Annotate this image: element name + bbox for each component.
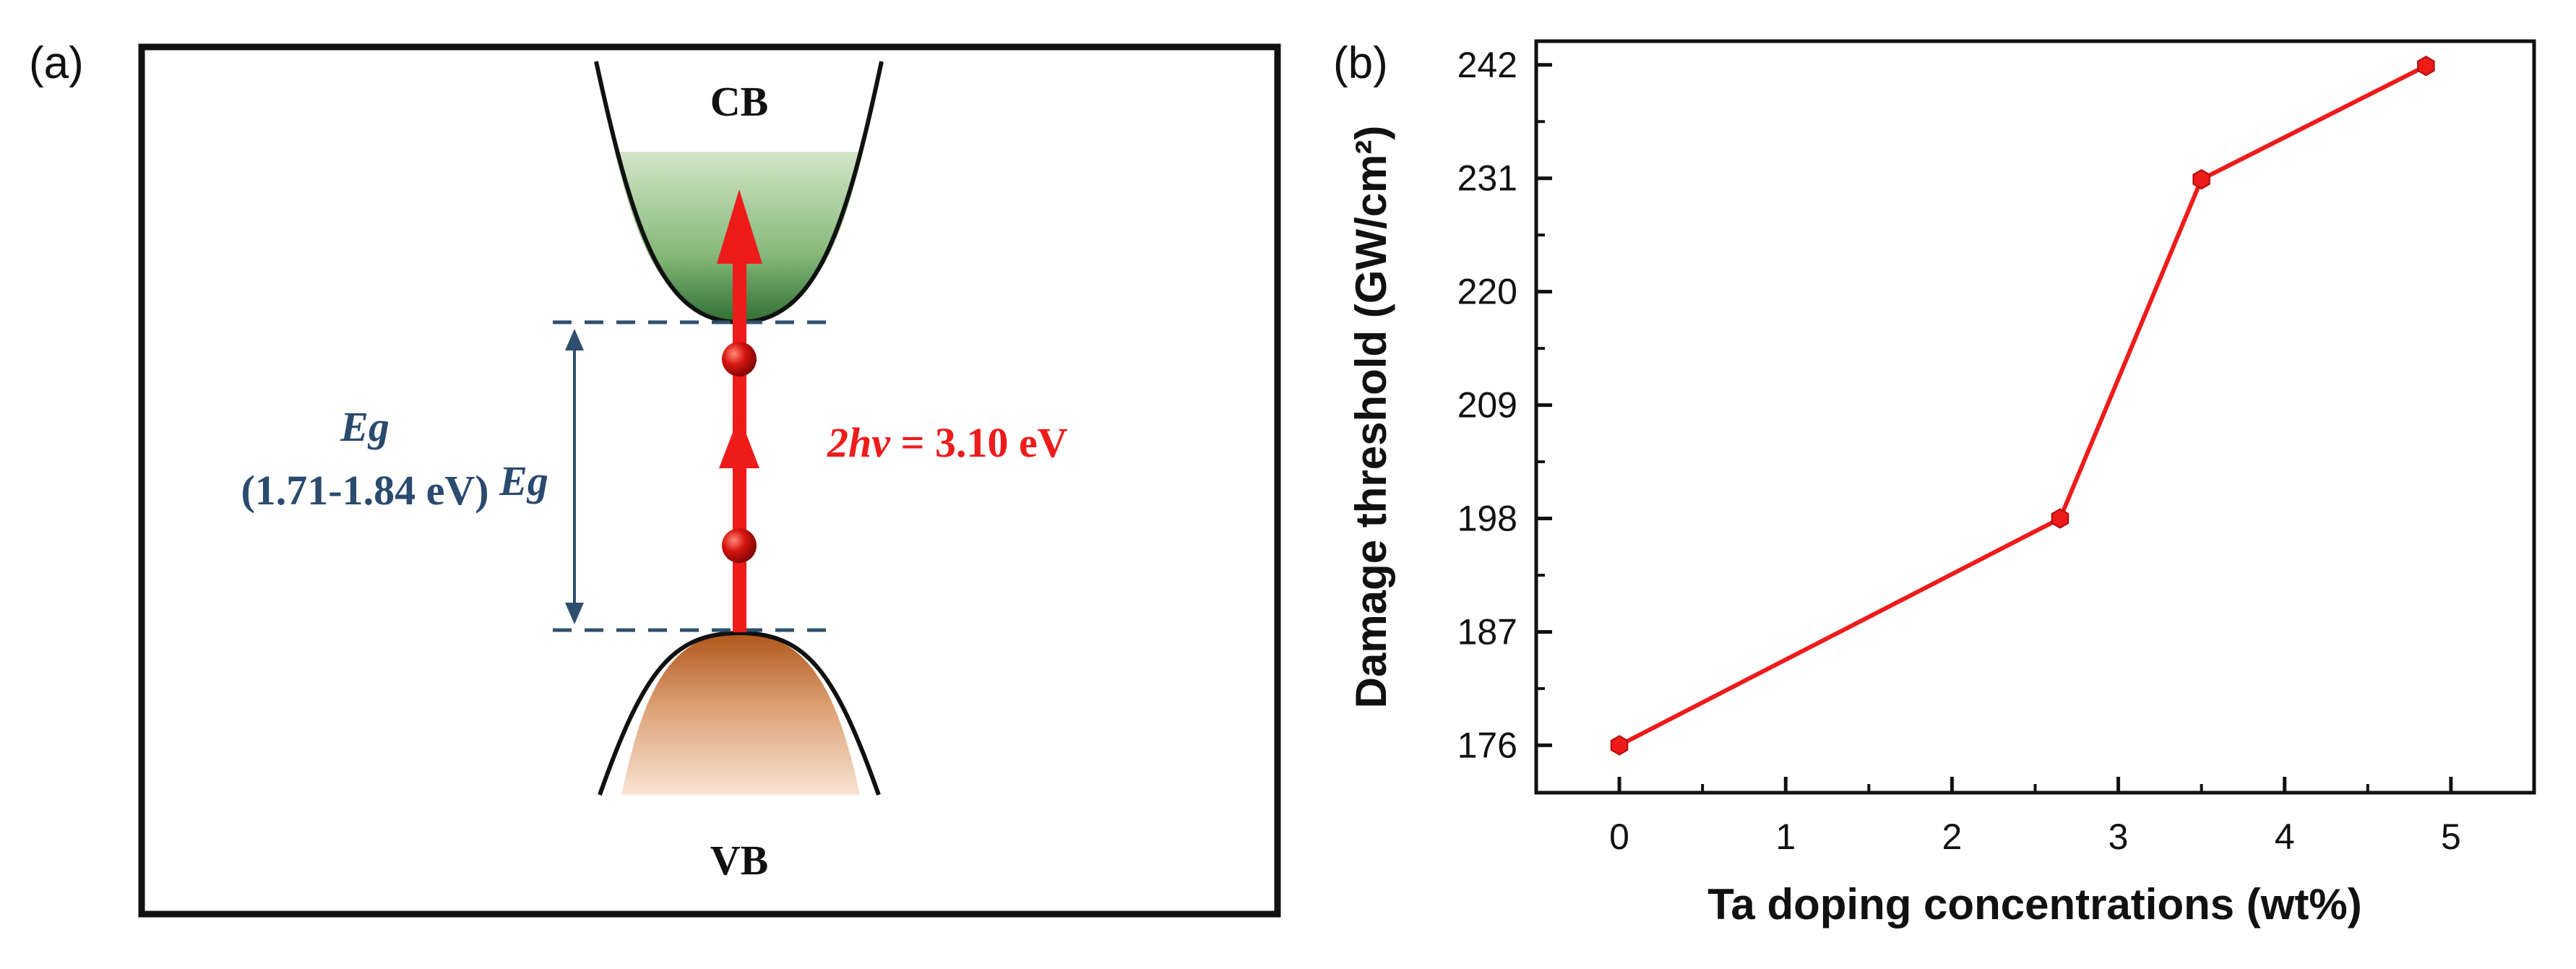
series-layer (1610, 56, 2435, 756)
vb-fill (621, 633, 860, 795)
y-tick-label: 209 (1457, 385, 1517, 426)
x-tick-label: 0 (1609, 817, 1629, 857)
x-tick-label: 5 (2441, 817, 2461, 857)
electron-icon (722, 528, 757, 563)
y-tick-label: 231 (1457, 158, 1517, 199)
x-tick-label: 4 (2275, 817, 2295, 857)
panel-a-label: (a) (29, 38, 84, 88)
data-point (2051, 508, 2069, 529)
photon-energy-label: 2hv = 3.10 eV (827, 419, 1068, 466)
data-point (2417, 56, 2435, 77)
arrow-down-icon (565, 603, 584, 624)
data-point (1610, 735, 1629, 756)
photon-value: = 3.10 eV (890, 419, 1068, 466)
series-line-segment (2200, 64, 2427, 181)
valence-band (598, 630, 881, 796)
series-line-segment (1618, 516, 2062, 748)
y-tick-label: 242 (1457, 45, 1517, 85)
electron-icon (722, 342, 757, 376)
arrow-up-icon (719, 415, 759, 468)
arrow-up-icon (565, 329, 584, 350)
photon-transition-arrow (717, 189, 762, 632)
cb-label: CB (710, 78, 769, 125)
series-line-segment (2058, 178, 2204, 520)
photon-prefix: 2hv (827, 419, 891, 466)
damage-threshold-chart: 176 187 198 209 220 231 242 0 1 2 3 4 5 Ta doping c… (1347, 39, 2536, 929)
x-tick-label: 2 (1942, 817, 1963, 857)
y-axis-label: Damage threshold (GW/cm²) (1347, 126, 1395, 709)
eg-inner-label: Eg (499, 457, 548, 504)
eg-range: (1.71-1.84 eV) (241, 467, 488, 514)
eg-title: Eg (340, 403, 389, 450)
y-tick-label: 220 (1457, 272, 1517, 312)
plot-area (1534, 39, 2536, 795)
y-tick-label: 187 (1457, 611, 1517, 652)
x-tick-label: 3 (2108, 817, 2129, 857)
x-tick-label: 1 (1775, 817, 1796, 857)
arrow-up-icon (717, 189, 762, 264)
vb-label: VB (710, 837, 769, 884)
y-axis-ticks: 176 187 198 209 220 231 242 (1457, 45, 1552, 765)
data-point (2192, 169, 2210, 190)
y-tick-label: 176 (1457, 725, 1517, 765)
panel-b-label: (b) (1333, 38, 1388, 88)
y-tick-label: 198 (1457, 499, 1517, 539)
vb-curve (598, 630, 881, 796)
eg-double-arrow (565, 329, 584, 624)
x-axis-label: Ta doping concentrations (wt%) (1707, 880, 2362, 929)
x-axis-ticks: 0 1 2 3 4 5 (1609, 777, 2461, 857)
